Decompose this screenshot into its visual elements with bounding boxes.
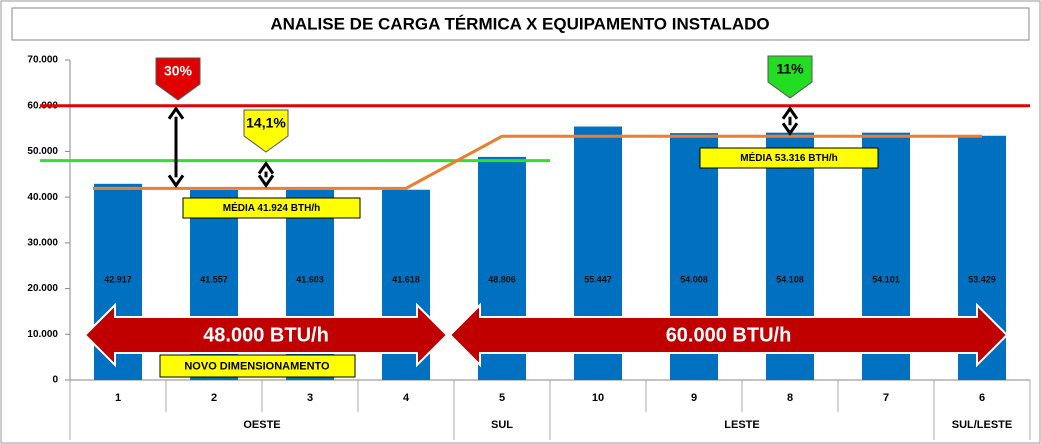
x-tick-label: 9 [691,392,697,404]
x-tick-label: 10 [592,392,604,404]
y-tick-label: 30.000 [27,237,58,248]
span-arrow-label: 60.000 BTU/h [666,324,792,346]
average-line [93,134,982,190]
value-label: 42.917 [104,274,132,284]
x-tick-label: 2 [211,392,217,404]
y-tick-label: 50.000 [27,146,58,157]
note-box [159,354,356,378]
group-label: OESTE [243,419,280,431]
x-tick-label: 8 [787,392,793,404]
x-tick-label: 5 [499,392,505,404]
callout-label: 11% [776,61,804,77]
callout-label: 14,1% [246,115,286,131]
average-label: MÉDIA 53.316 BTH/h [740,151,837,164]
arrow-head [781,122,799,136]
value-label: 41.603 [296,274,324,284]
x-tick-label: 4 [403,392,410,404]
x-tick-label: 7 [883,392,889,404]
value-label: 53.429 [968,274,996,284]
x-tick-label: 6 [979,392,985,404]
value-label: 41.557 [200,274,228,284]
span-arrow [83,302,449,368]
value-label: 54.101 [872,274,900,284]
y-tick-label: 40.000 [27,192,58,203]
y-tick-label: 70.000 [27,55,58,66]
title-box [11,7,1030,41]
note-label: NOVO DIMENSIONAMENTO [184,360,330,372]
arrow-head [167,106,185,120]
value-label: 54.008 [680,274,708,284]
x-tick-label: 3 [307,392,313,404]
average-box [182,197,361,219]
value-label: 55.447 [584,274,612,284]
arrow-head [257,160,275,175]
span-arrow-label: 48.000 BTU/h [203,324,329,346]
value-label: 48.806 [488,274,516,284]
average-box [699,147,879,169]
callout [155,57,201,101]
x-tick-label: 1 [115,392,121,404]
average-label: MÉDIA 41.924 BTH/h [223,201,320,214]
arrow-head [781,106,799,120]
y-tick-label: 20.000 [27,283,58,294]
callout [243,109,289,153]
chart-title: ANALISE DE CARGA TÉRMICA X EQUIPAMENTO I… [270,14,769,33]
group-label: LESTE [724,419,759,431]
value-label: 54.108 [776,274,804,284]
callout [767,55,813,99]
group-label: SUL/LESTE [952,419,1013,431]
y-tick-label: 10.000 [27,329,58,340]
arrow-head [167,174,185,188]
callout-label: 30% [164,63,193,79]
y-tick-label: 0 [52,375,58,386]
value-label: 41.618 [392,274,420,284]
group-label: SUL [491,419,513,431]
arrow-head [257,174,275,188]
span-arrow [448,302,1009,368]
